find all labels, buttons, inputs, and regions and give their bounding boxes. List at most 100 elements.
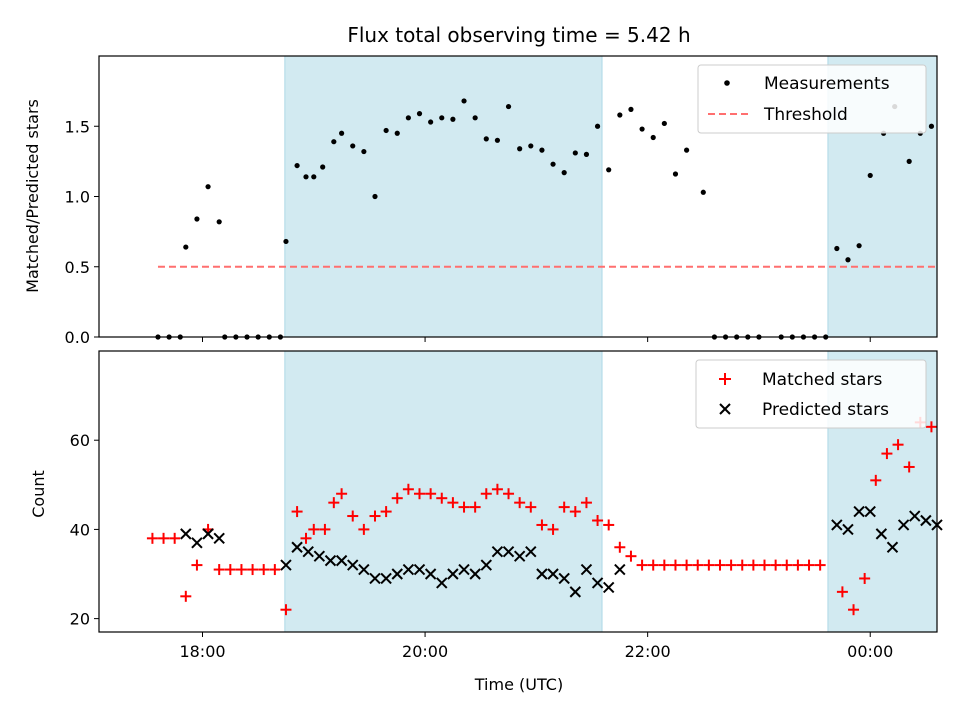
measurement-point: [928, 123, 935, 129]
bottom-xtick-label: 00:00: [847, 642, 893, 661]
measurement-point: [450, 116, 456, 122]
figure-title: Flux total observing time = 5.42 h: [347, 23, 690, 47]
measurement-point: [639, 126, 645, 132]
matched-star-point: [925, 421, 937, 433]
matched-star-point: [213, 564, 225, 576]
matched-star-point: [503, 488, 515, 500]
matched-star-point: [414, 488, 426, 500]
measurement-point: [303, 174, 309, 180]
top-legend-box: [697, 64, 927, 134]
matched-star-point: [647, 559, 659, 571]
matched-star-point: [158, 532, 170, 544]
predicted-star-point: [513, 550, 526, 562]
top-ytick-label: 1.5: [65, 117, 90, 136]
predicted-star-point: [313, 550, 326, 562]
measurement-point: [867, 172, 873, 179]
predicted-star-point: [547, 568, 559, 580]
measurement-point: [650, 134, 656, 141]
predicted-star-point: [369, 572, 381, 585]
matched-star-point: [491, 483, 503, 495]
matched-star-point: [258, 564, 270, 576]
matched-star-point: [358, 523, 370, 535]
matched-star-point: [569, 506, 581, 518]
bottom-xtick-label: 20:00: [402, 642, 448, 661]
legend-predicted-marker: [719, 403, 731, 415]
measurement-point: [539, 147, 545, 153]
predicted-star-point: [302, 546, 314, 558]
matched-star-point: [836, 586, 848, 598]
matched-star-point: [291, 506, 303, 518]
top-x-ticks: [201, 337, 871, 342]
legend-matched-label: Matched stars: [762, 370, 882, 390]
matched-star-point: [592, 514, 604, 526]
matched-star-point: [224, 564, 236, 576]
predicted-star-point: [469, 568, 481, 580]
top-panel: 0.0 0.5 1.0 1.5 Matched/Predicted stars Mea…: [23, 55, 938, 347]
matched-star-point: [558, 501, 570, 513]
measurement-point: [505, 103, 512, 110]
legend-measurements-marker: [724, 80, 730, 86]
matched-star-point: [580, 497, 592, 509]
measurement-point: [405, 115, 411, 121]
matched-star-point: [536, 519, 548, 531]
bot-ytick-label: 40: [70, 520, 90, 539]
top-shaded-region-0: [284, 55, 603, 338]
bottom-legend-box: [695, 359, 927, 429]
matched-star-point: [848, 604, 860, 616]
matched-star-point: [391, 492, 403, 504]
predicted-star-point: [280, 559, 292, 571]
measurement-point: [845, 257, 851, 263]
measurement-point: [294, 162, 300, 169]
predicted-star-point: [358, 563, 370, 576]
matched-star-point: [703, 559, 715, 571]
predicted-star-point: [480, 559, 492, 571]
bottom-xtick-label: 22:00: [625, 642, 671, 661]
measurement-point: [416, 111, 423, 117]
predicted-star-point: [580, 563, 593, 576]
matched-star-point: [636, 559, 648, 571]
predicted-star-point: [525, 546, 537, 558]
top-ytick-label: 1.0: [65, 188, 90, 207]
measurement-point: [394, 130, 400, 136]
predicted-star-point: [447, 568, 459, 580]
measurement-point: [216, 219, 222, 225]
predicted-star-point: [324, 554, 337, 567]
measurement-point: [572, 150, 578, 156]
predicted-star-point: [875, 528, 888, 540]
matched-star-point: [319, 523, 331, 535]
predicted-star-point: [864, 505, 876, 518]
matched-star-point: [169, 532, 181, 544]
matched-star-point: [180, 590, 192, 602]
measurement-point: [661, 120, 667, 127]
matched-star-point: [425, 488, 437, 500]
predicted-star-point: [909, 510, 921, 522]
predicted-star-point: [335, 554, 348, 567]
measurement-point: [372, 193, 378, 200]
bot-shaded-region-0: [284, 350, 603, 633]
x-axis-label: Time (UTC): [474, 675, 563, 694]
matched-star-point: [547, 523, 559, 535]
matched-star-point: [235, 564, 247, 576]
matched-star-point: [447, 497, 459, 509]
matched-star-point: [781, 559, 793, 571]
matched-star-point: [436, 492, 448, 504]
matched-star-point: [525, 501, 537, 513]
matched-star-point: [369, 510, 381, 522]
measurement-point: [517, 146, 523, 152]
measurement-point: [583, 151, 590, 157]
bottom-y-axis-label: Count: [29, 470, 48, 518]
matched-star-point: [480, 488, 492, 500]
measurement-point: [834, 245, 840, 252]
predicted-star-point: [886, 541, 899, 553]
measurement-point: [439, 115, 445, 121]
predicted-star-point: [391, 568, 403, 580]
measurement-point: [483, 136, 489, 142]
measurement-point: [617, 112, 623, 118]
matched-star-point: [669, 559, 681, 571]
matched-star-point: [380, 506, 392, 518]
predicted-star-point: [213, 532, 225, 545]
matched-star-point: [870, 474, 882, 486]
predicted-star-point: [558, 572, 570, 585]
predicted-star-point: [602, 581, 615, 594]
